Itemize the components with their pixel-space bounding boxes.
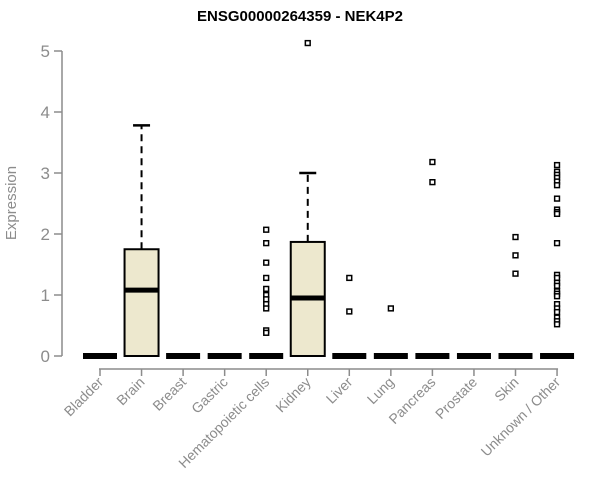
outlier-point: [553, 274, 561, 282]
x-category-label: Kidney: [272, 374, 314, 416]
y-tick-label: 0: [41, 347, 50, 366]
box-rect: [123, 248, 160, 357]
outlier-point: [346, 308, 353, 315]
outlier-point: [263, 305, 270, 312]
x-category-label: Prostate: [432, 374, 480, 422]
outlier-point: [304, 39, 311, 47]
boxplot-bladder: [83, 353, 117, 359]
outlier-point: [553, 210, 561, 218]
outlier-point: [429, 158, 436, 166]
boxplot-pancreas: [415, 158, 450, 359]
outlier-point: [263, 296, 270, 303]
y-tick-label: 4: [41, 103, 50, 122]
outlier-point: [553, 240, 561, 247]
outlier-point: [263, 274, 270, 282]
zero-bar: [207, 353, 242, 359]
boxplot-breast: [166, 353, 201, 359]
outlier-point: [512, 233, 519, 241]
zero-bar: [166, 353, 201, 359]
x-category-label: Brain: [113, 374, 147, 408]
y-axis: 0 1 2 3 4 5: [41, 42, 63, 366]
x-category-label: Bladder: [61, 374, 107, 420]
zero-bar: [456, 353, 491, 359]
outlier-point: [512, 270, 519, 277]
boxplot-lung: [373, 305, 408, 359]
boxplot-gastric: [207, 353, 242, 359]
outlier-point: [346, 274, 353, 282]
zero-bar: [332, 353, 367, 359]
outlier-point: [553, 293, 561, 300]
outlier-point: [553, 182, 561, 189]
outlier-point: [429, 179, 436, 186]
boxplot-kidney: [289, 39, 326, 357]
zero-bar: [249, 353, 284, 359]
zero-bar: [415, 353, 450, 359]
outlier-point: [387, 305, 395, 312]
zero-bar: [498, 353, 533, 359]
zero-bar: [83, 353, 117, 359]
outlier-point: [263, 329, 270, 336]
outlier-point: [553, 321, 561, 328]
boxplot-skin: [498, 233, 533, 359]
zero-bar: [373, 353, 408, 359]
y-tick-label: 3: [41, 164, 50, 183]
outlier-point: [553, 308, 561, 316]
outlier-point: [512, 252, 519, 259]
boxplot-prostate: [456, 353, 491, 359]
boxplot-hematopoietic-cells: [249, 226, 284, 359]
boxplot-brain: [123, 124, 160, 357]
x-category-label: Liver: [323, 374, 356, 407]
outlier-point: [263, 240, 270, 247]
outlier-point: [263, 226, 270, 233]
x-category-label: Breast: [149, 374, 189, 414]
y-tick-label: 5: [41, 42, 50, 61]
x-category-label: Lung: [364, 374, 397, 407]
boxplot-unknown-other: [540, 161, 575, 359]
outlier-point: [553, 282, 561, 290]
outlier-point: [553, 161, 561, 169]
x-category-label: Skin: [491, 374, 522, 405]
outlier-point: [553, 195, 561, 202]
y-tick-label: 1: [41, 286, 50, 305]
y-axis-title: Expression: [3, 166, 20, 240]
boxplot-series: [83, 39, 575, 359]
outlier-point: [263, 259, 270, 266]
chart-title: ENSG00000264359 - NEK4P2: [197, 8, 403, 25]
x-category-label: Unknown / Other: [478, 374, 564, 460]
outlier-point: [263, 285, 270, 293]
y-tick-label: 2: [41, 225, 50, 244]
zero-bar: [540, 353, 575, 359]
boxplot-liver: [332, 274, 367, 359]
